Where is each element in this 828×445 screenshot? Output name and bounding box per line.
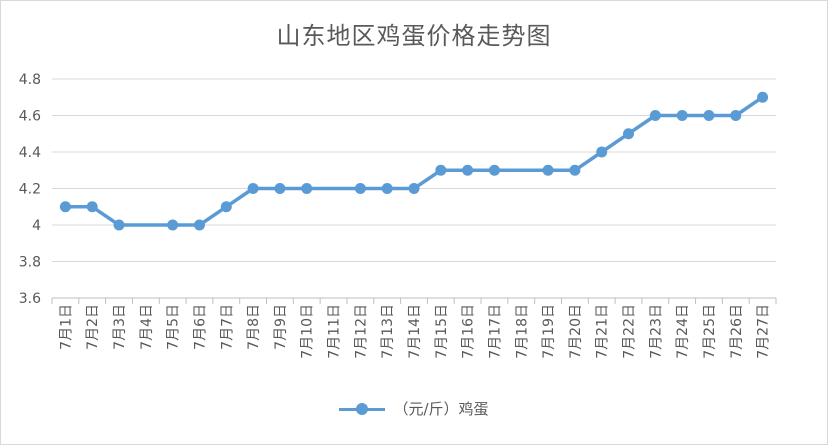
data-point: [730, 110, 742, 121]
data-point: [408, 183, 420, 194]
data-point: [167, 219, 179, 231]
y-tick-label: 4.8: [19, 72, 41, 88]
data-point: [596, 146, 608, 158]
x-tick-label: 7月24日: [675, 304, 691, 359]
data-point: [488, 164, 500, 176]
x-tick-label: 7月19日: [541, 304, 557, 359]
x-tick-label: 7月1日: [58, 304, 74, 350]
data-point: [462, 164, 474, 176]
data-point: [59, 201, 71, 213]
data-point: [86, 201, 98, 213]
x-tick-label: 7月13日: [380, 304, 396, 359]
legend: （元/斤）鸡蛋: [0, 398, 828, 419]
x-tick-label: 7月6日: [192, 304, 208, 350]
data-point: [113, 219, 125, 231]
data-point: [649, 110, 661, 121]
x-tick-label: 7月22日: [622, 304, 638, 359]
x-tick-label: 7月23日: [648, 304, 664, 359]
y-tick-label: 4: [32, 218, 41, 234]
y-tick-label: 4.2: [19, 182, 41, 198]
data-point: [757, 91, 769, 103]
data-point: [354, 183, 366, 194]
data-point: [193, 219, 205, 231]
x-tick-label: 7月15日: [434, 304, 450, 359]
x-tick-label: 7月7日: [219, 304, 235, 350]
x-tick-label: 7月20日: [568, 304, 584, 359]
data-point: [703, 110, 715, 121]
data-point: [676, 110, 688, 121]
x-tick-label: 7月16日: [461, 304, 477, 359]
y-tick-label: 3.6: [19, 291, 41, 307]
x-tick-label: 7月4日: [139, 304, 155, 350]
data-point: [569, 164, 581, 176]
x-tick-label: 7月18日: [514, 304, 530, 359]
x-tick-label: 7月8日: [246, 304, 262, 350]
y-tick-label: 4.4: [19, 145, 41, 161]
data-point: [274, 183, 286, 194]
data-point: [542, 164, 554, 176]
x-tick-label: 7月11日: [327, 304, 343, 359]
data-point: [220, 201, 232, 213]
data-point: [623, 128, 635, 140]
x-tick-label: 7月26日: [729, 304, 745, 359]
x-tick-label: 7月3日: [112, 304, 128, 350]
x-tick-label: 7月25日: [702, 304, 718, 359]
x-tick-label: 7月2日: [85, 304, 101, 350]
data-point: [301, 183, 313, 194]
legend-series-marker: [339, 402, 386, 416]
x-tick-label: 7月17日: [487, 304, 503, 359]
x-tick-label: 7月21日: [595, 304, 611, 359]
data-point: [435, 164, 447, 176]
data-point: [381, 183, 393, 194]
y-tick-label: 3.8: [19, 255, 41, 271]
x-tick-label: 7月9日: [273, 304, 289, 350]
chart-title: 山东地区鸡蛋价格走势图: [276, 22, 552, 50]
data-point: [247, 183, 259, 194]
y-tick-label: 4.6: [19, 109, 41, 125]
x-tick-label: 7月10日: [300, 304, 316, 359]
x-tick-label: 7月5日: [166, 304, 182, 350]
legend-series-label: （元/斤）鸡蛋: [393, 400, 489, 418]
x-tick-label: 7月12日: [353, 304, 369, 359]
x-tick-label: 7月27日: [756, 304, 772, 359]
x-tick-label: 7月14日: [407, 304, 423, 359]
